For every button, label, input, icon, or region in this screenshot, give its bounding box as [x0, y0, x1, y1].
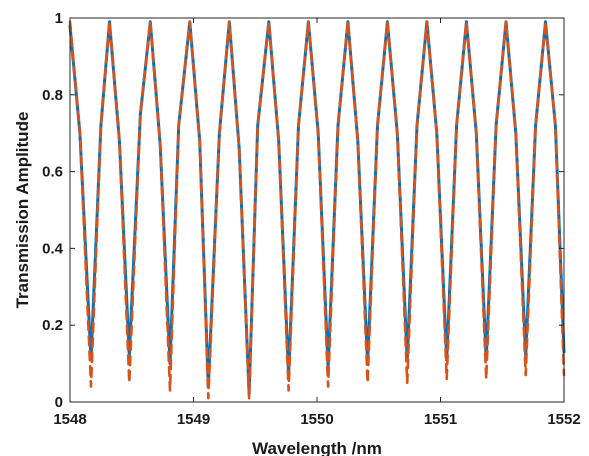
y-tick-label: 0 — [55, 394, 63, 411]
y-tick-label: 0.8 — [42, 87, 63, 104]
series-line-2 — [68, 20, 566, 400]
x-axis-label: Wavelength /nm — [252, 439, 382, 456]
x-tick-label: 1551 — [424, 411, 457, 428]
ticks-layer: 1548 1549 1550 1551 1552 0 0.2 0.4 0.6 0.8 1 — [42, 10, 581, 428]
x-tick-label: 1548 — [53, 411, 86, 428]
y-tick-label: 1 — [55, 10, 63, 27]
y-tick-label: 0.2 — [42, 317, 63, 334]
x-tick-label: 1549 — [177, 411, 210, 428]
y-tick-label: 0.4 — [42, 240, 64, 257]
y-axis-label: Transmission Amplitude — [13, 112, 32, 309]
series-layer — [68, 20, 566, 400]
y-tick-label: 0.6 — [42, 164, 63, 181]
x-tick-label: 1552 — [547, 411, 580, 428]
x-tick-label: 1550 — [300, 411, 333, 428]
